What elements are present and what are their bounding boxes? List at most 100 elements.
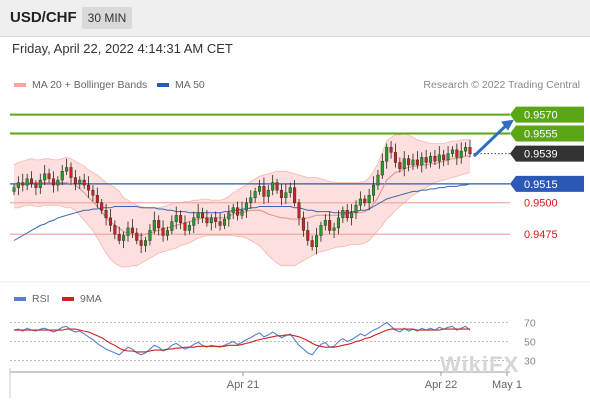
- level-label-0.9555: 0.9555: [510, 125, 584, 142]
- candle-body: [152, 220, 156, 231]
- candle-body: [323, 220, 327, 226]
- candle-body: [205, 217, 209, 224]
- candle: [293, 180, 297, 207]
- candle-body: [380, 160, 384, 176]
- candle-body: [126, 227, 130, 236]
- candle: [389, 141, 393, 159]
- candle: [130, 219, 134, 238]
- ma50-swatch: [157, 83, 169, 87]
- candle-body: [407, 158, 411, 166]
- chart-header: USD/CHF 30 MIN: [0, 0, 590, 37]
- candle-body: [306, 230, 310, 241]
- candle-body: [332, 227, 336, 231]
- candle: [192, 211, 196, 233]
- timeframe-button[interactable]: 30 MIN: [82, 7, 132, 29]
- candle: [38, 173, 42, 194]
- candle-body: [187, 225, 191, 231]
- candle-body: [170, 221, 174, 231]
- level-label-0.9475: 0.9475: [524, 229, 558, 241]
- candle: [354, 200, 358, 220]
- candle: [393, 143, 397, 168]
- candle-body: [288, 187, 292, 193]
- bb-swatch: [14, 83, 26, 87]
- candle: [385, 143, 389, 169]
- candle: [95, 187, 99, 208]
- candle: [306, 221, 310, 246]
- candle: [341, 206, 345, 223]
- candle: [424, 149, 428, 169]
- watermark-logo: WikiFX: [440, 352, 520, 377]
- candle: [174, 206, 178, 230]
- candle: [82, 173, 86, 189]
- candle-body: [56, 179, 60, 186]
- candle: [332, 222, 336, 238]
- candle-body: [179, 215, 183, 224]
- candle-body: [21, 182, 25, 186]
- candle: [275, 178, 279, 194]
- candle: [227, 205, 231, 227]
- candle: [56, 176, 60, 192]
- candle: [345, 204, 349, 222]
- candle-body: [139, 240, 143, 246]
- candle: [336, 210, 340, 235]
- candle: [231, 204, 235, 220]
- level-label-text: 0.9475: [524, 229, 558, 241]
- candle-body: [218, 221, 222, 226]
- candle-body: [363, 198, 367, 203]
- candle: [442, 149, 446, 167]
- candle-body: [293, 187, 297, 203]
- candle: [100, 198, 104, 215]
- candle-body: [420, 157, 424, 166]
- candle-body: [73, 177, 77, 185]
- candle-body: [455, 149, 459, 158]
- candle-body: [135, 232, 139, 241]
- candle-body: [192, 217, 196, 226]
- candle: [450, 146, 454, 158]
- candle: [328, 211, 332, 235]
- candle: [144, 236, 148, 252]
- candle-body: [236, 207, 240, 216]
- candle: [459, 142, 463, 164]
- candle: [87, 176, 91, 198]
- candle-body: [244, 202, 248, 211]
- candle-body: [464, 147, 468, 152]
- x-tick-label: May 1: [492, 379, 522, 391]
- level-labels: 0.9570 0.9555 0.9539 0.9515 0.9500 0.9475: [510, 106, 584, 241]
- candle: [244, 197, 248, 218]
- candle: [380, 153, 384, 179]
- candle: [411, 153, 415, 170]
- candle-body: [459, 150, 463, 158]
- candle: [157, 215, 161, 236]
- candle: [301, 211, 305, 237]
- candle: [363, 195, 367, 207]
- candle: [240, 201, 244, 220]
- candle-body: [69, 167, 73, 178]
- candle: [214, 211, 218, 228]
- candle: [464, 142, 468, 157]
- rsi-tick-50: 50: [524, 337, 536, 349]
- timestamp: Friday, April 22, 2022 4:14:31 AM CET: [12, 41, 233, 56]
- candle-body: [231, 207, 235, 214]
- candle-body: [60, 171, 64, 181]
- bollinger-upper-line: [13, 133, 470, 210]
- x-axis: Apr 21 Apr 22 May 1: [9, 368, 522, 398]
- candle-body: [301, 217, 305, 231]
- candle: [455, 143, 459, 165]
- candle-body: [38, 179, 42, 188]
- candle-body: [315, 235, 319, 248]
- level-label-text: 0.9539: [524, 149, 558, 161]
- candle-body: [385, 147, 389, 162]
- x-tick-label: Apr 21: [227, 379, 259, 391]
- candle: [376, 170, 380, 191]
- candle-body: [91, 189, 95, 196]
- candle: [319, 221, 323, 242]
- candle: [367, 188, 371, 211]
- rsi-legend-label: RSI: [32, 293, 50, 305]
- candle: [446, 146, 450, 165]
- candle-body: [78, 179, 82, 185]
- candle: [407, 154, 411, 172]
- candle: [183, 215, 187, 236]
- candle: [253, 187, 257, 203]
- candle-body: [376, 174, 380, 186]
- candle-body: [214, 217, 218, 222]
